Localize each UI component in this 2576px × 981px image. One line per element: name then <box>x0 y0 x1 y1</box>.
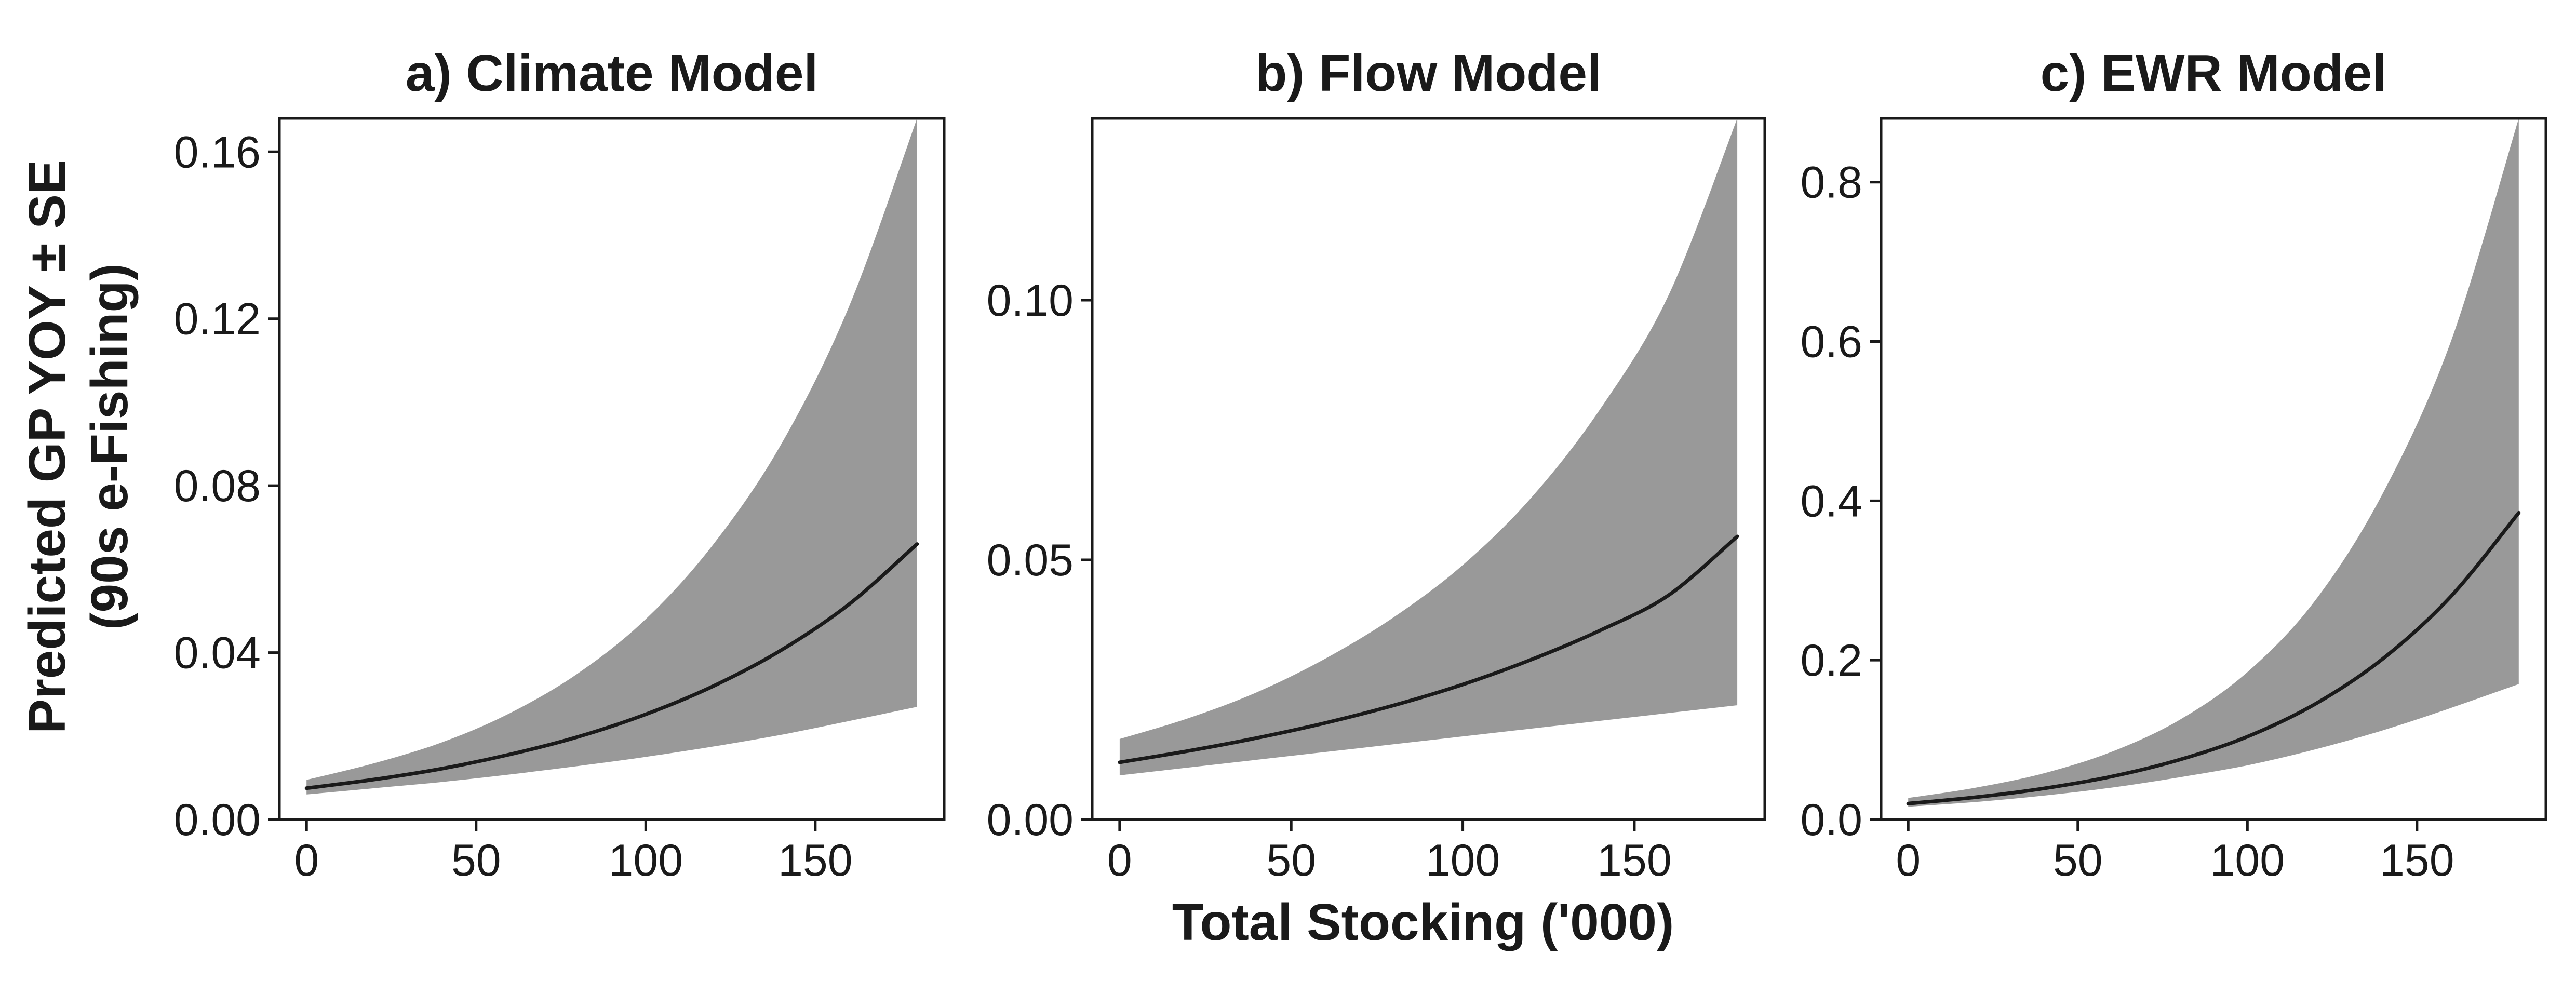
panel-title: a) Climate Model <box>406 44 819 102</box>
y-tick-label: 0.00 <box>174 795 261 845</box>
y-axis-title-line2: (90s e-Fishing) <box>81 263 139 630</box>
y-tick-label: 0.8 <box>1800 158 1862 208</box>
se-band <box>1119 118 1738 775</box>
x-tick-label: 0 <box>1896 836 1921 885</box>
plot-frame <box>278 117 946 821</box>
x-tick-label: 100 <box>609 836 683 885</box>
x-tick-label: 150 <box>778 836 853 885</box>
se-band <box>1908 118 2519 807</box>
x-tick-label: 0 <box>1107 836 1132 885</box>
y-axis-title: Predicted GP YOY ± SE (90s e-Fishing) <box>18 159 139 733</box>
panel-title: c) EWR Model <box>2041 44 2387 102</box>
y-tick-label: 0.08 <box>174 461 261 511</box>
panel-3: c) EWR Model 0 50 100 150 0.0 0.2 0.4 0.6 0.8 <box>1800 44 2547 885</box>
mean-line <box>304 542 919 790</box>
plot-frame <box>1091 117 1766 821</box>
y-tick-label: 0.4 <box>1800 476 1862 526</box>
y-tick-label: 0.6 <box>1800 317 1862 367</box>
y-tick-label: 0.04 <box>174 628 261 678</box>
y-tick-label: 0.2 <box>1800 636 1862 686</box>
x-tick-label: 0 <box>294 836 319 885</box>
x-tick-label: 50 <box>2053 836 2103 885</box>
x-tick-label: 150 <box>2380 836 2454 885</box>
mean-line <box>1118 534 1739 764</box>
x-tick-label: 50 <box>1266 836 1316 885</box>
y-tick-label: 0.05 <box>987 535 1074 585</box>
panel-1: a) Climate Model 0 50 100 150 0.00 0.04 0.08 0.1… <box>174 44 946 885</box>
x-axis-title: Total Stocking ('000) <box>1172 893 1674 951</box>
x-tick-label: 150 <box>1597 836 1672 885</box>
panel-title: b) Flow Model <box>1255 44 1602 102</box>
mean-line <box>1906 510 2521 805</box>
x-tick-label: 100 <box>1426 836 1500 885</box>
y-tick-label: 0.0 <box>1800 795 1862 845</box>
panel-2: b) Flow Model 0 50 100 150 0.00 0.05 0.10 <box>987 44 1766 885</box>
se-band <box>306 118 917 795</box>
x-tick-label: 50 <box>451 836 501 885</box>
y-tick-label: 0.12 <box>174 294 261 344</box>
y-tick-label: 0.10 <box>987 276 1074 326</box>
x-tick-label: 100 <box>2210 836 2285 885</box>
y-axis-title-line1: Predicted GP YOY ± SE <box>18 159 76 733</box>
plot-frame <box>1880 117 2547 821</box>
y-tick-label: 0.16 <box>174 127 261 177</box>
y-tick-label: 0.00 <box>987 795 1074 845</box>
